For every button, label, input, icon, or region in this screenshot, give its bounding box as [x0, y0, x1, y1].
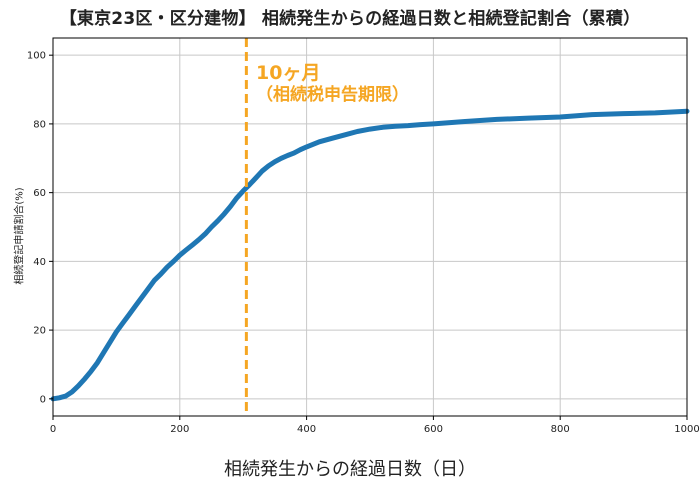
y-tick-label: 80 [33, 119, 46, 130]
grid-lines [52, 38, 688, 416]
tick-layer: 0 200 400 600 800 1000 0 20 40 60 80 100 [27, 51, 700, 435]
annotation-label-line2: （相続税申告期限） [256, 85, 409, 105]
y-tick-label: 20 [33, 326, 46, 337]
annotation-label: 10ヶ月 （相続税申告期限） [256, 62, 409, 106]
x-tick-label: 0 [50, 424, 56, 435]
y-tick-label: 40 [33, 257, 46, 268]
x-tick-label: 400 [297, 424, 316, 435]
x-tick-label: 200 [170, 424, 189, 435]
y-tick-label: 0 [40, 394, 46, 405]
x-tick-label: 800 [551, 424, 570, 435]
y-tick-label: 100 [27, 51, 46, 62]
x-axis-label: 相続発生からの経過日数（日） [224, 459, 476, 480]
x-tick-label: 600 [424, 424, 443, 435]
series-layer [50, 108, 690, 402]
y-tick-label: 60 [33, 188, 46, 199]
plot-frame [52, 37, 688, 417]
x-tick-label: 1000 [674, 424, 699, 435]
chart-title: 【東京23区・区分建物】 相続発生からの経過日数と相続登記割合（累積） [59, 9, 641, 29]
series-line [50, 108, 690, 402]
annotation-label-line1: 10ヶ月 [256, 62, 321, 84]
